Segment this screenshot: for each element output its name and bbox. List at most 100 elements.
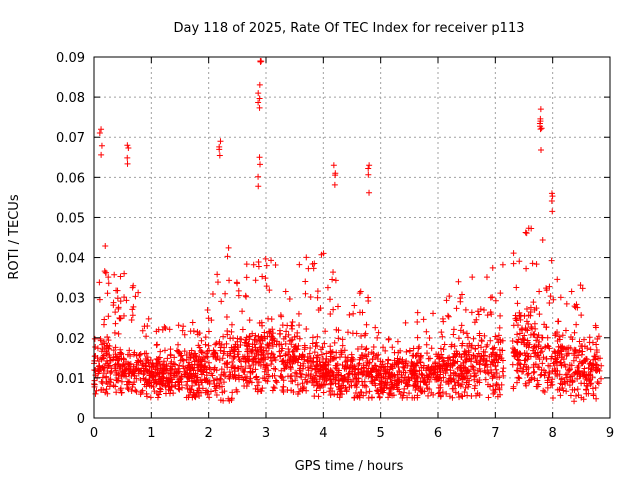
data-point: [531, 343, 538, 350]
data-point: [231, 348, 238, 355]
data-point: [179, 327, 186, 334]
data-point: [577, 282, 584, 289]
data-point: [200, 368, 207, 375]
data-point: [357, 354, 364, 361]
data-point: [376, 393, 383, 400]
data-point: [301, 356, 308, 363]
data-point: [576, 347, 583, 354]
data-point: [137, 391, 144, 398]
data-point: [313, 339, 320, 346]
data-point: [244, 343, 251, 350]
data-point: [496, 324, 503, 331]
data-point: [588, 366, 595, 373]
data-point: [181, 331, 188, 338]
data-point: [187, 370, 194, 377]
data-point: [549, 381, 556, 388]
data-point: [302, 278, 309, 285]
data-point: [555, 343, 562, 350]
data-point: [264, 362, 271, 369]
data-point: [121, 294, 128, 301]
data-point: [201, 376, 208, 383]
data-point: [358, 333, 365, 340]
data-point: [595, 380, 602, 387]
data-point: [591, 353, 598, 360]
data-point: [326, 296, 333, 303]
data-point: [524, 327, 531, 334]
data-point: [430, 310, 437, 317]
data-point: [444, 362, 451, 369]
data-point: [381, 383, 388, 390]
data-point: [297, 365, 304, 372]
data-point: [115, 375, 122, 382]
data-point: [303, 379, 310, 386]
data-point: [557, 392, 564, 399]
data-point: [556, 333, 563, 340]
data-point: [487, 337, 494, 344]
data-point: [573, 301, 580, 308]
data-point: [442, 370, 449, 377]
data-point: [100, 338, 107, 345]
data-point: [346, 383, 353, 390]
data-point: [590, 390, 597, 397]
data-point: [480, 358, 487, 365]
data-point: [249, 369, 256, 376]
data-point: [131, 372, 138, 379]
data-point: [94, 345, 101, 352]
data-point: [117, 273, 124, 280]
data-point: [516, 309, 523, 316]
data-point: [208, 388, 215, 395]
data-point: [451, 370, 458, 377]
data-point: [447, 356, 454, 363]
data-point: [224, 331, 231, 338]
data-point: [256, 336, 263, 343]
data-point: [363, 389, 370, 396]
data-point: [460, 359, 467, 366]
data-point: [117, 349, 124, 356]
data-point: [91, 381, 98, 388]
x-tick-label: 2: [205, 426, 213, 441]
data-point: [162, 325, 169, 332]
data-point: [574, 386, 581, 393]
data-point: [387, 374, 394, 381]
data-point: [527, 376, 534, 383]
data-point: [327, 310, 334, 317]
data-point: [250, 361, 257, 368]
data-point: [487, 309, 494, 316]
data-point: [440, 346, 447, 353]
data-point: [261, 329, 268, 336]
data-point: [562, 371, 569, 378]
data-point: [157, 348, 164, 355]
data-point: [498, 381, 505, 388]
data-point: [199, 385, 206, 392]
data-point: [549, 394, 556, 401]
data-point: [565, 344, 572, 351]
data-point: [453, 351, 460, 358]
data-point: [536, 356, 543, 363]
data-point: [458, 353, 465, 360]
data-point: [521, 339, 528, 346]
data-point: [103, 349, 110, 356]
data-point: [457, 383, 464, 390]
data-point: [373, 352, 380, 359]
data-point: [473, 316, 480, 323]
data-point: [303, 371, 310, 378]
data-point: [365, 171, 372, 178]
data-point: [535, 381, 542, 388]
data-point: [382, 379, 389, 386]
data-point: [205, 342, 212, 349]
data-point: [311, 260, 318, 267]
data-point: [166, 326, 173, 333]
data-point: [474, 353, 481, 360]
data-point: [276, 348, 283, 355]
data-point: [217, 397, 224, 404]
data-point: [163, 361, 170, 368]
data-point: [255, 386, 262, 393]
data-point: [533, 337, 540, 344]
data-point: [516, 330, 523, 337]
data-point: [530, 299, 537, 306]
data-point: [177, 376, 184, 383]
data-point: [154, 362, 161, 369]
data-point: [285, 351, 292, 358]
data-point: [183, 382, 190, 389]
data-point: [269, 343, 276, 350]
